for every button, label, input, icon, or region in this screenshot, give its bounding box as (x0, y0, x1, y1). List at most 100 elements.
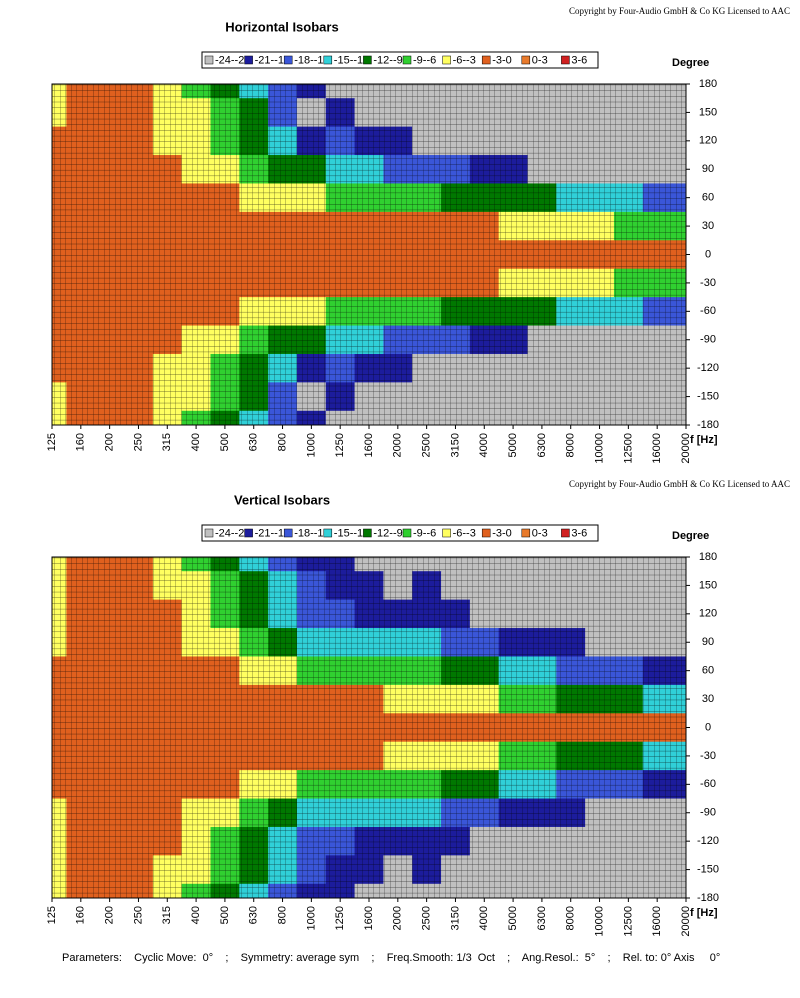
y-tick-label: 180 (699, 78, 717, 90)
x-tick-label: 2500 (421, 433, 433, 457)
x-tick-label: 6300 (536, 906, 548, 930)
y-tick-label: 150 (699, 579, 717, 591)
x-tick-label: 800 (276, 906, 288, 924)
x-tick-label: 2000 (392, 906, 404, 930)
y-tick-label: -90 (700, 334, 716, 346)
legend-swatch (561, 528, 570, 538)
x-tick-label: 800 (276, 433, 288, 451)
legend-label: -21--18 (255, 527, 290, 539)
x-tick-label: 315 (161, 433, 173, 451)
legend-label: -24--21 (215, 527, 250, 539)
x-tick-label: 250 (132, 906, 144, 924)
y-tick-label: -150 (697, 390, 719, 402)
y-tick-label: 120 (699, 135, 717, 147)
x-tick-label: 400 (190, 433, 202, 451)
y-axis-label: Degree (672, 57, 709, 69)
legend-label: -12--9 (373, 54, 402, 66)
x-tick-label: 20000 (680, 433, 692, 464)
y-tick-label: -120 (697, 835, 719, 847)
x-tick-label: 4000 (478, 906, 490, 930)
legend-swatch (442, 528, 451, 538)
legend-swatch (363, 55, 372, 65)
x-tick-label: 12500 (622, 906, 634, 937)
x-tick-label: 1250 (334, 433, 346, 457)
legend-swatch (521, 55, 531, 65)
y-tick-label: -120 (697, 362, 719, 374)
x-tick-label: 1000 (305, 906, 317, 930)
y-tick-label: 30 (702, 220, 714, 232)
y-tick-label: -90 (700, 807, 716, 819)
parameters: Parameters: Cyclic Move: 0° ; Symmetry: … (62, 952, 720, 964)
x-tick-label: 1250 (334, 906, 346, 930)
legend-label: -3-0 (492, 54, 512, 66)
x-tick-label: 125 (46, 433, 58, 451)
x-tick-label: 16000 (651, 906, 663, 937)
legend-label: -12--9 (373, 527, 402, 539)
legend-label: -18--15 (294, 527, 329, 539)
y-tick-label: 0 (705, 721, 711, 733)
x-tick-label: 8000 (565, 433, 577, 457)
x-tick-label: 500 (219, 906, 231, 924)
legend-swatch (561, 55, 570, 65)
copyright: Copyright by Four-Audio GmbH & Co KG Lic… (569, 6, 790, 16)
y-tick-label: 90 (702, 163, 714, 175)
isobar-chart: Copyright by Four-Audio GmbH & Co KG Lic… (46, 6, 790, 464)
x-tick-label: 16000 (651, 433, 663, 464)
legend-swatch (521, 528, 531, 538)
y-tick-label: -30 (700, 750, 716, 762)
x-tick-label: 5000 (507, 906, 519, 930)
x-tick-label: 8000 (565, 906, 577, 930)
y-tick-label: 180 (699, 551, 717, 563)
legend-swatch (244, 55, 253, 65)
legend-label: 0-3 (532, 527, 548, 539)
x-axis-label: f [Hz] (690, 907, 718, 919)
x-tick-label: 2500 (421, 906, 433, 930)
legend-label: 0-3 (532, 54, 548, 66)
x-tick-label: 3150 (449, 433, 461, 457)
y-tick-label: -30 (700, 277, 716, 289)
legend-label: -24--21 (215, 54, 250, 66)
x-tick-label: 125 (46, 906, 58, 924)
legend-label: -3-0 (492, 527, 512, 539)
legend-swatch (204, 55, 214, 65)
y-tick-label: 60 (702, 665, 714, 677)
x-tick-label: 10000 (593, 906, 605, 937)
legend-swatch (323, 528, 333, 538)
y-tick-label: 0 (705, 248, 711, 260)
legend-label: 3-6 (571, 54, 587, 66)
legend-swatch (442, 55, 451, 65)
x-tick-label: 400 (190, 906, 202, 924)
legend-label: -15--12 (334, 527, 369, 539)
x-tick-label: 630 (248, 433, 260, 451)
x-tick-label: 500 (219, 433, 231, 451)
y-tick-label: 30 (702, 693, 714, 705)
legend-box (201, 51, 599, 69)
x-tick-label: 10000 (593, 433, 605, 464)
x-tick-label: 200 (104, 433, 116, 451)
x-tick-label: 1600 (363, 906, 375, 930)
y-tick-label: -60 (700, 778, 716, 790)
x-tick-label: 250 (132, 433, 144, 451)
legend-swatch (363, 528, 372, 538)
legend-swatch (481, 55, 491, 65)
y-tick-label: 60 (702, 192, 714, 204)
legend-label: -18--15 (294, 54, 329, 66)
x-tick-label: 12500 (622, 433, 634, 464)
y-tick-label: -150 (697, 863, 719, 875)
y-tick-label: -180 (697, 419, 719, 431)
x-tick-label: 20000 (680, 906, 692, 937)
x-tick-label: 3150 (449, 906, 461, 930)
x-tick-label: 200 (104, 906, 116, 924)
copyright: Copyright by Four-Audio GmbH & Co KG Lic… (569, 479, 790, 489)
x-tick-label: 315 (161, 906, 173, 924)
y-tick-label: -180 (697, 892, 719, 904)
x-axis-label: f [Hz] (690, 434, 718, 446)
x-tick-label: 2000 (392, 433, 404, 457)
fine-grid (52, 557, 686, 898)
chart-title: Vertical Isobars (234, 492, 330, 507)
x-tick-label: 630 (248, 906, 260, 924)
isobar-chart: Copyright by Four-Audio GmbH & Co KG Lic… (46, 479, 790, 937)
y-axis-label: Degree (672, 530, 709, 542)
